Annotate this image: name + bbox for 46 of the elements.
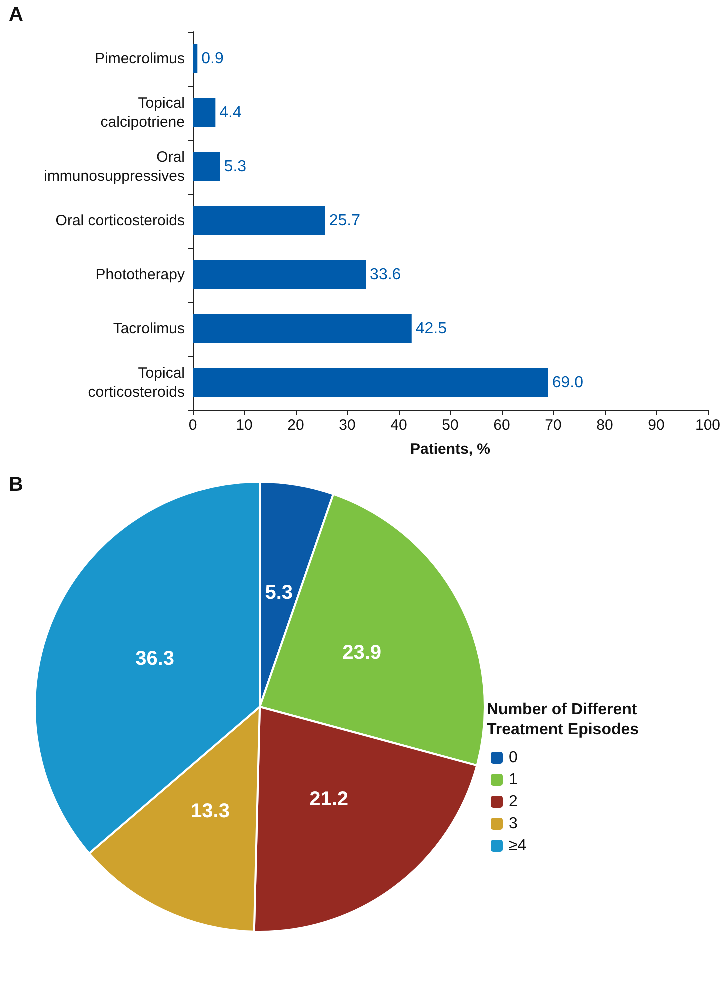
data-label: 21.2 — [310, 788, 349, 811]
x-tick-label: 50 — [442, 417, 459, 434]
legend-label: 1 — [509, 772, 518, 788]
y-tick-label: Tacrolimus — [113, 320, 185, 338]
bar — [193, 314, 412, 344]
x-tick-label: 60 — [494, 417, 510, 434]
y-tick-label: Pimecrolimus — [94, 50, 185, 68]
data-label: 36.3 — [136, 648, 174, 670]
data-label: 23.9 — [342, 642, 382, 664]
x-tick-label: 70 — [545, 417, 562, 434]
y-tick-label: Oral corticosteroids — [56, 212, 185, 230]
data-label: 13.3 — [191, 800, 230, 822]
y-tick-label: Topical corticosteroids — [88, 365, 185, 401]
data-label: 69.0 — [552, 374, 584, 392]
x-tick-label: 30 — [339, 417, 356, 434]
bar — [193, 44, 198, 74]
bar — [193, 98, 216, 128]
data-label: 5.3 — [265, 582, 294, 604]
x-tick-label: 100 — [695, 417, 721, 434]
x-tick-label: 90 — [648, 417, 665, 434]
y-tick-label: Topical calcipotriene — [100, 95, 185, 131]
y-tick-label: Oral immunosuppressives — [44, 149, 185, 185]
data-label: 33.6 — [370, 266, 402, 284]
data-label: 42.5 — [416, 320, 448, 338]
legend-label: ≥4 — [509, 838, 527, 854]
data-label: 5.3 — [224, 158, 247, 176]
x-tick-label: 20 — [288, 417, 304, 434]
x-tick-label: 10 — [236, 417, 253, 434]
bar — [193, 152, 220, 182]
text: A — [9, 4, 24, 26]
x-tick-label: 40 — [390, 417, 408, 434]
x-axis-title: Patients, % — [410, 441, 491, 458]
x-tick-label: 0 — [188, 417, 198, 434]
data-label: 4.4 — [220, 104, 242, 122]
chart-title: B — [9, 474, 24, 496]
data-label: 0.9 — [202, 50, 224, 68]
y-tick-label: Phototherapy — [96, 266, 186, 284]
bar — [193, 206, 326, 236]
legend-label: 0 — [509, 750, 518, 766]
legend-title: Number of Different Treatment Episodes — [487, 702, 642, 738]
x-tick-label: 80 — [596, 417, 614, 434]
bar — [193, 368, 548, 398]
data-label: 25.7 — [329, 212, 361, 230]
bar — [193, 260, 366, 290]
legend-label: 3 — [509, 816, 518, 832]
legend-label: 2 — [509, 794, 518, 810]
